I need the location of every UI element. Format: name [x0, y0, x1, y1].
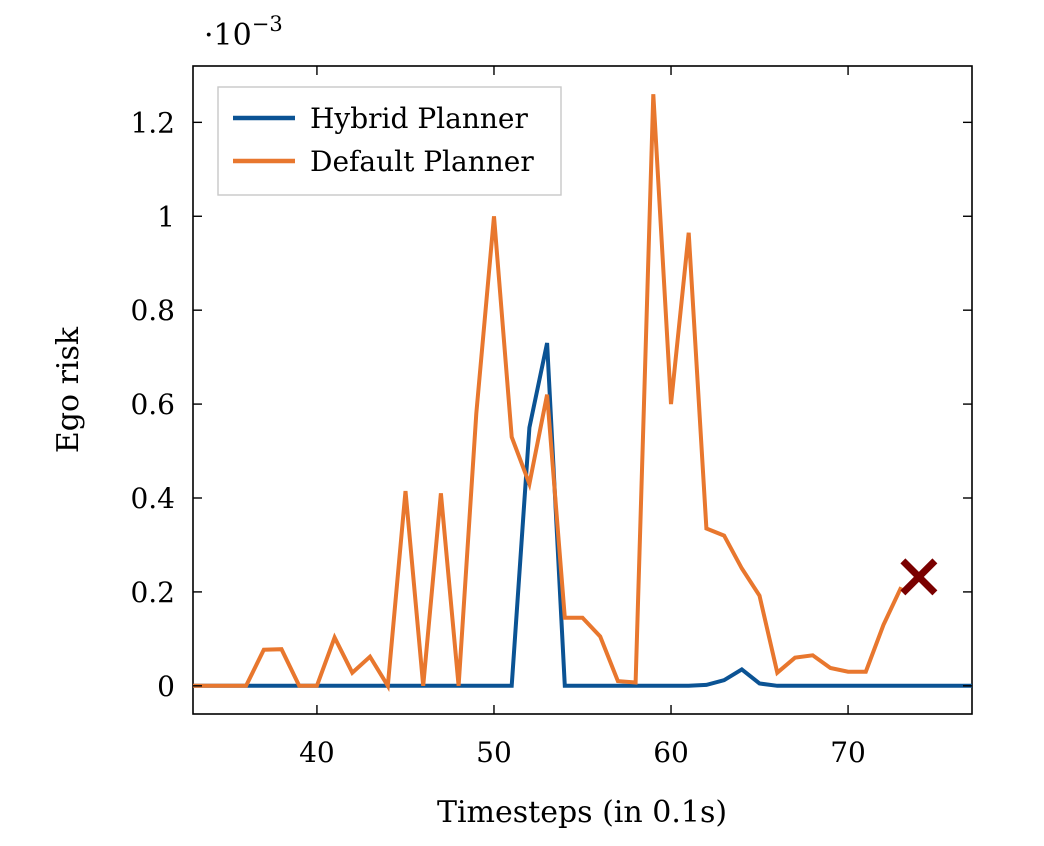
y-axis-title: Ego risk — [51, 326, 86, 453]
x-tick-label: 70 — [830, 736, 866, 769]
x-tick-label: 60 — [653, 736, 689, 769]
x-tick-label: 50 — [476, 736, 512, 769]
y-tick-label: 1.2 — [130, 106, 175, 139]
series-line-1 — [193, 94, 904, 692]
legend: Hybrid Planner Default Planner — [217, 86, 562, 196]
legend-box — [217, 86, 562, 196]
y-axis-ticks: 0 0.2 0.4 0.6 0.8 1 1.2 — [130, 106, 972, 703]
x-axis-ticks: 40 50 60 70 — [299, 66, 866, 769]
y-tick-label: 0 — [157, 670, 175, 703]
y-scale-exponent: −3 — [252, 12, 283, 36]
y-tick-label: 0.4 — [130, 482, 175, 515]
y-tick-label: 1 — [157, 200, 175, 233]
y-scale-label: ·10 — [204, 18, 252, 53]
y-tick-label: 0.6 — [130, 388, 175, 421]
y-tick-label: 0.8 — [130, 294, 175, 327]
marker-layer — [900, 558, 938, 596]
plot-frame — [192, 65, 973, 715]
x-tick-label: 40 — [299, 736, 335, 769]
y-tick-label: 0.2 — [130, 576, 175, 609]
series-layer — [193, 94, 972, 692]
series-line-0 — [193, 342, 972, 688]
legend-label-hybrid: Hybrid Planner — [310, 102, 528, 135]
x-axis-title: Timesteps (in 0.1s) — [437, 795, 727, 830]
crash-marker — [900, 558, 938, 596]
legend-label-default: Default Planner — [310, 145, 534, 178]
y-scale-factor: ·10−3 — [204, 12, 283, 53]
